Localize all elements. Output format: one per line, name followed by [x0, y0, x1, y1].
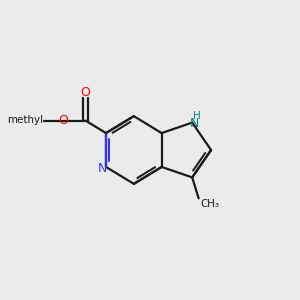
Text: N: N — [98, 162, 107, 175]
Text: N: N — [190, 117, 200, 130]
Text: methyl: methyl — [7, 115, 43, 125]
Text: O: O — [59, 114, 69, 127]
Text: CH₃: CH₃ — [200, 199, 219, 209]
Text: O: O — [80, 86, 90, 99]
Text: H: H — [193, 111, 201, 121]
